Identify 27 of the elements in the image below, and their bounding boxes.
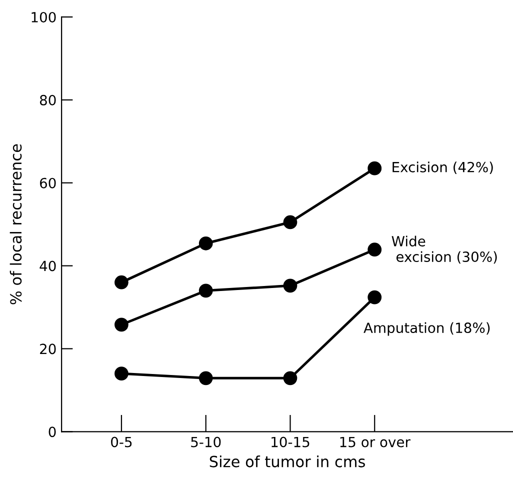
y-tick-label: 80 (40, 94, 56, 106)
y-tick-label: 20 (40, 344, 56, 354)
y-tick-label: 0 (48, 426, 56, 438)
point (198, 236, 213, 250)
point (283, 278, 298, 293)
x-tick-label: 15 or over (340, 436, 410, 448)
y-tick-label: 60 (40, 178, 56, 188)
point (368, 290, 382, 304)
y-tick-label: 100 (32, 12, 56, 22)
point (114, 275, 128, 290)
y-axis-title: % of local recurrence (10, 144, 22, 304)
series-label: Amputation (18%) (364, 322, 490, 336)
point (198, 284, 213, 298)
point (114, 318, 128, 332)
point (283, 215, 298, 230)
point (198, 371, 213, 386)
series-label: Excision (42%) (392, 162, 493, 174)
y-tick-label: 40 (40, 260, 56, 272)
x-tick-label: 10-15 (272, 436, 310, 448)
point (368, 242, 382, 257)
x-tick-label: 0-5 (111, 436, 132, 448)
point (368, 161, 382, 176)
point (114, 366, 128, 381)
x-tick-label: 5-10 (191, 436, 221, 448)
series-label: Wide excision (30%) (392, 236, 497, 264)
x-axis-title: Size of tumor in cms (210, 456, 365, 468)
point (283, 371, 298, 386)
